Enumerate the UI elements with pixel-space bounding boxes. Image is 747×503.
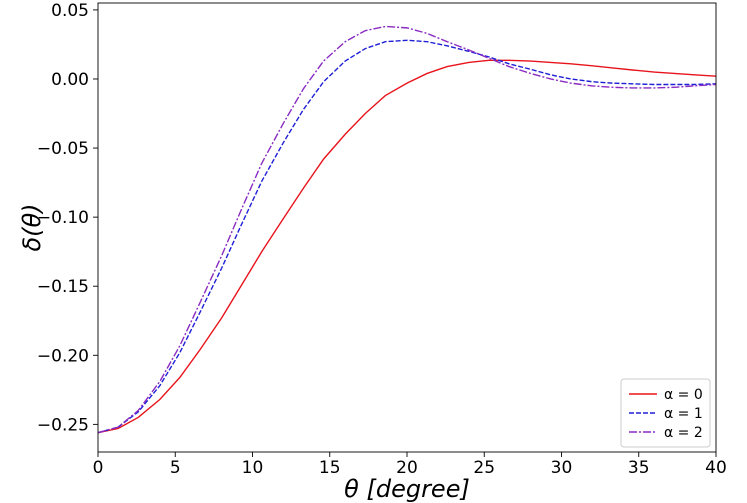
- series-line-1: [97, 39, 717, 434]
- x-tick-label: 0: [93, 458, 104, 478]
- plot-area: [97, 25, 717, 434]
- legend-label: α = 1: [664, 406, 703, 422]
- y-tick-label: −0.20: [37, 346, 89, 366]
- x-tick-label: 30: [551, 458, 573, 478]
- y-tick-label: −0.15: [37, 277, 89, 297]
- series-line-2: [97, 25, 717, 434]
- y-tick-label: −0.25: [37, 415, 89, 435]
- x-tick-label: 25: [473, 458, 495, 478]
- x-axis-ticks: 0 5 10 15 20 25 30 35 40: [93, 452, 727, 478]
- x-tick-label: 10: [242, 458, 264, 478]
- y-tick-label: −0.10: [37, 208, 89, 228]
- x-axis-label: θ [degree]: [344, 475, 470, 503]
- x-tick-label: 35: [628, 458, 650, 478]
- legend-label: α = 2: [664, 425, 703, 441]
- series-line-0: [97, 59, 717, 434]
- legend-box: [620, 378, 711, 448]
- y-tick-label: 0.00: [51, 70, 89, 90]
- y-axis-ticks: −0.25 −0.20 −0.15 −0.10 −0.05 0.00 0.05: [37, 1, 98, 435]
- x-tick-label: 5: [170, 458, 181, 478]
- legend-label: α = 0: [664, 387, 703, 403]
- y-tick-label: −0.05: [37, 139, 89, 159]
- x-tick-label: 40: [705, 458, 727, 478]
- x-tick-label: 20: [396, 458, 418, 478]
- y-tick-label: 0.05: [51, 1, 89, 21]
- x-tick-label: 15: [319, 458, 341, 478]
- legend: α = 0 α = 1 α = 2: [620, 378, 711, 448]
- y-axis-label: δ(θ): [18, 203, 46, 251]
